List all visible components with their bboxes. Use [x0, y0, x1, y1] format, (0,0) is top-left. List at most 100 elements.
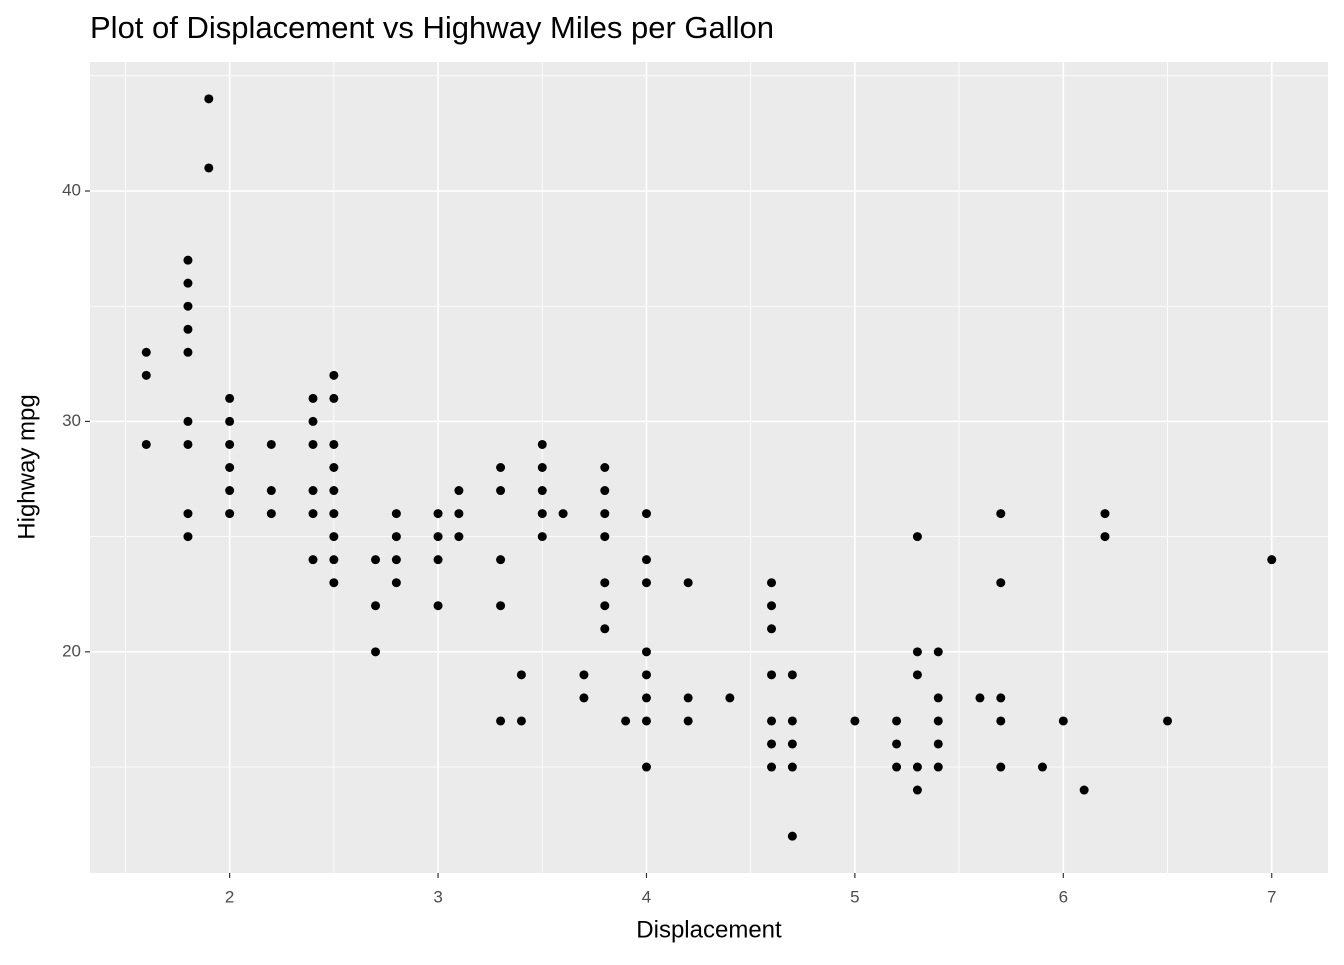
y-tick-label: 20	[62, 641, 81, 660]
point	[725, 693, 735, 703]
point	[912, 670, 922, 680]
point	[329, 532, 339, 542]
point	[183, 416, 193, 426]
point	[1267, 555, 1277, 565]
point	[454, 509, 464, 519]
chart-title: Plot of Displacement vs Highway Miles pe…	[90, 10, 774, 45]
point	[183, 324, 193, 334]
point	[1079, 785, 1089, 795]
point	[371, 555, 381, 565]
point	[641, 670, 651, 680]
point	[641, 647, 651, 657]
point	[371, 647, 381, 657]
panel	[90, 62, 1328, 873]
point	[516, 670, 526, 680]
point	[183, 532, 193, 542]
point	[787, 670, 797, 680]
point	[496, 601, 506, 611]
point	[308, 509, 318, 519]
point	[892, 739, 902, 749]
point	[933, 693, 943, 703]
point	[225, 416, 235, 426]
point	[912, 785, 922, 795]
point	[266, 439, 276, 449]
point	[537, 486, 547, 496]
point	[308, 439, 318, 449]
point	[683, 578, 693, 588]
point	[308, 486, 318, 496]
point	[266, 486, 276, 496]
point	[787, 739, 797, 749]
point	[266, 509, 276, 519]
point	[537, 532, 547, 542]
point	[767, 762, 777, 772]
point	[767, 578, 777, 588]
point	[329, 555, 339, 565]
point	[329, 393, 339, 403]
point	[996, 509, 1006, 519]
point	[141, 439, 151, 449]
point	[787, 831, 797, 841]
point	[496, 463, 506, 472]
point	[329, 439, 339, 449]
point	[454, 532, 464, 542]
point	[641, 716, 651, 726]
point	[433, 601, 443, 611]
point	[1058, 716, 1068, 726]
point	[1100, 532, 1110, 542]
y-axis-label: Highway mpg	[13, 394, 40, 539]
point	[579, 693, 589, 703]
point	[996, 716, 1006, 726]
x-tick-label: 5	[850, 887, 859, 906]
point	[183, 439, 193, 449]
point	[537, 509, 547, 519]
point	[683, 716, 693, 726]
point	[308, 416, 318, 426]
point	[308, 393, 318, 403]
point	[850, 716, 860, 726]
point	[558, 509, 568, 519]
point	[767, 716, 777, 726]
x-tick-label: 7	[1267, 887, 1276, 906]
point	[183, 509, 193, 519]
point	[600, 578, 610, 588]
point	[225, 509, 235, 519]
x-tick-label: 4	[642, 887, 651, 906]
point	[767, 624, 777, 634]
point	[892, 762, 902, 772]
point	[329, 509, 339, 519]
point	[1037, 762, 1047, 772]
point	[579, 670, 589, 680]
point	[225, 486, 235, 496]
point	[391, 555, 401, 565]
point	[683, 693, 693, 703]
point	[308, 555, 318, 565]
point	[204, 94, 214, 104]
point	[329, 463, 339, 472]
point	[912, 532, 922, 542]
y-tick-label: 40	[62, 181, 81, 200]
point	[183, 255, 193, 265]
point	[371, 601, 381, 611]
point	[433, 509, 443, 519]
point	[641, 693, 651, 703]
point	[496, 486, 506, 496]
point	[225, 463, 235, 472]
point	[183, 278, 193, 288]
point	[933, 716, 943, 726]
point	[225, 393, 235, 403]
point	[141, 370, 151, 380]
point	[329, 578, 339, 588]
point	[600, 509, 610, 519]
point	[183, 347, 193, 357]
x-tick-label: 6	[1059, 887, 1068, 906]
point	[204, 163, 214, 173]
point	[933, 762, 943, 772]
point	[641, 578, 651, 588]
point	[329, 370, 339, 380]
x-tick-label: 2	[225, 887, 234, 906]
point	[600, 532, 610, 542]
point	[996, 693, 1006, 703]
point	[912, 647, 922, 657]
